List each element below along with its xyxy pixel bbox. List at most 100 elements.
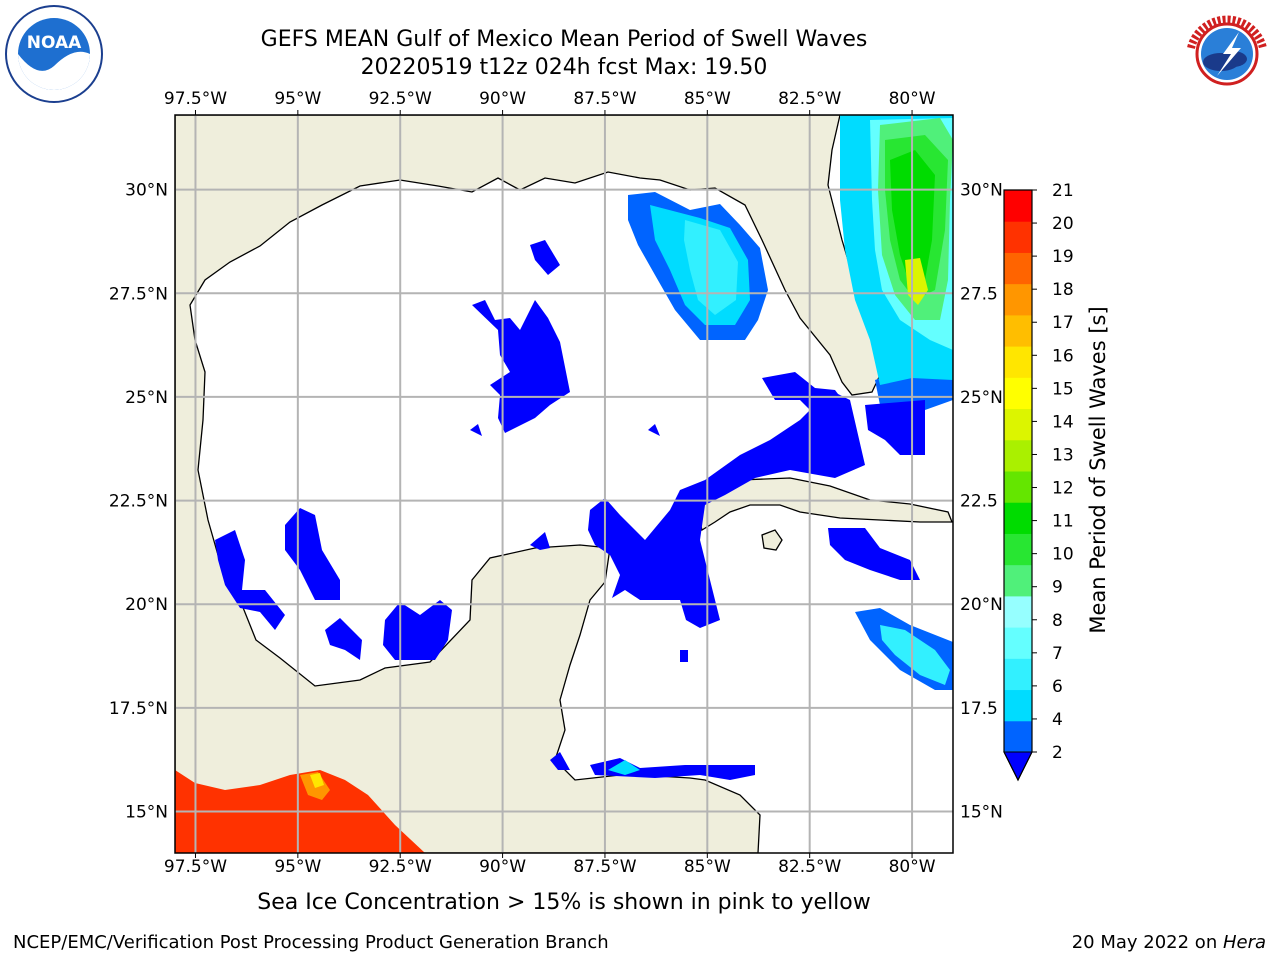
colorbar-tick-label: 9	[1052, 578, 1063, 598]
colorbar-swatch	[1004, 627, 1032, 659]
lon-label-bottom: 87.5°W	[573, 857, 636, 877]
colorbar-tick-label: 10	[1052, 545, 1074, 565]
land-cuba	[697, 477, 953, 532]
colorbar-swatch	[1004, 658, 1032, 691]
colorbar-tick-label: 6	[1052, 677, 1063, 697]
colorbar-swatch	[1004, 533, 1032, 566]
lat-label-left: 17.5°N	[109, 699, 168, 719]
lon-label-top: 92.5°W	[369, 89, 432, 109]
lat-label-right: 25°N	[960, 388, 1003, 408]
lon-label-top: 80°W	[889, 89, 936, 109]
colorbar-tick-label: 21	[1052, 181, 1074, 201]
colorbar-tick-label: 20	[1052, 214, 1074, 234]
lat-label-left: 22.5°N	[109, 492, 168, 512]
lat-label-right: 17.5	[960, 699, 998, 719]
axis-labels: 97.5°W 97.5°W 95°W 95°W 92.5°W 92.5°W 90°W 90°W…	[109, 89, 1003, 877]
lat-label-right: 27.5	[960, 284, 998, 304]
colorbar-swatch	[1004, 595, 1032, 628]
colorbar-under-triangle	[1003, 751, 1033, 782]
lon-label-top: 87.5°W	[573, 89, 636, 109]
lon-label-bottom: 80°W	[889, 857, 936, 877]
lon-label-bottom: 90°W	[479, 857, 526, 877]
graticule	[175, 115, 953, 853]
sea-ice-note: Sea Ice Concentration > 15% is shown in …	[257, 890, 871, 915]
lon-label-bottom: 95°W	[274, 857, 321, 877]
svg-text:NOAA: NOAA	[27, 33, 82, 53]
lon-label-top: 82.5°W	[778, 89, 841, 109]
colorbar-swatch	[1004, 283, 1032, 316]
colorbar-outline	[1003, 189, 1033, 782]
colorbar-tick-label: 18	[1052, 280, 1074, 300]
map-frame	[174, 114, 954, 854]
noaa-logo: NOAA	[5, 5, 103, 103]
lon-label-top: 85°W	[684, 89, 731, 109]
machine-name: Hera	[1222, 932, 1266, 953]
colorbar-swatch	[1004, 564, 1032, 597]
colorbar-tick-label: 7	[1052, 644, 1063, 664]
colorbar-swatch	[1004, 190, 1032, 222]
nws-logo	[1179, 6, 1275, 102]
lon-label-bottom: 82.5°W	[778, 857, 841, 877]
colorbar-tick-label: 19	[1052, 247, 1074, 267]
swell-small-1	[470, 424, 482, 436]
colorbar-swatch	[1004, 221, 1032, 253]
lat-label-right: 20°N	[960, 595, 1003, 615]
colorbar-swatch	[1004, 689, 1032, 722]
swell-honduras	[590, 758, 755, 780]
lon-label-top: 97.5°W	[164, 89, 227, 109]
lon-label-bottom: 97.5°W	[164, 857, 227, 877]
colorbar-label: Mean Period of Swell Waves [s]	[1086, 306, 1110, 633]
colorbar-swatch	[1004, 377, 1032, 410]
swell-pacific-yellow	[310, 773, 324, 788]
colorbar-tick-label: 15	[1052, 379, 1074, 399]
colorbar-swatch	[1004, 252, 1032, 285]
swell-gulf-patch-5	[325, 618, 362, 660]
map-subtitle: 20220519 t12z 024h fcst Max: 19.50	[360, 55, 768, 80]
lat-label-right: 30°N	[960, 181, 1003, 201]
swell-cuba-south	[828, 528, 920, 580]
swell-band-6to7	[684, 220, 738, 315]
swell-fl-straits	[762, 372, 850, 425]
swell-small-5	[550, 752, 570, 770]
colorbar-tick-label: 14	[1052, 412, 1074, 432]
map-title: GEFS MEAN Gulf of Mexico Mean Period of …	[260, 27, 868, 52]
swell-honduras-cyan	[608, 760, 640, 775]
swell-gulf-patch-1	[472, 300, 570, 433]
colorbar-tick-label: 11	[1052, 512, 1074, 532]
swell-small-3	[530, 532, 550, 550]
date-stamp: 20 May 2022 on Hera	[1072, 932, 1266, 953]
land-isle-of-youth	[761, 529, 783, 551]
lat-label-left: 20°N	[125, 595, 168, 615]
colorbar-tick-label: 13	[1052, 445, 1074, 465]
colorbar-tick-label: 4	[1052, 710, 1063, 730]
colorbar-tick-label: 2	[1052, 743, 1063, 763]
lat-label-left: 25°N	[125, 388, 168, 408]
date-text: 20 May 2022 on	[1071, 932, 1223, 953]
lat-label-left: 30°N	[125, 181, 168, 201]
colorbar-swatch	[1004, 314, 1032, 347]
colorbar-swatch	[1004, 346, 1032, 378]
lon-label-bottom: 92.5°W	[369, 857, 432, 877]
colorbar-swatch	[1004, 471, 1032, 503]
lon-label-bottom: 85°W	[684, 857, 731, 877]
colorbar-swatch	[1004, 439, 1032, 472]
lat-label-left: 15°N	[125, 803, 168, 823]
colorbar-tick-label: 8	[1052, 611, 1063, 631]
credit-text: NCEP/EMC/Verification Post Processing Pr…	[13, 932, 609, 953]
colorbar-swatch	[1004, 720, 1032, 753]
lat-label-left: 27.5°N	[109, 284, 168, 304]
swell-yucatan-channel	[588, 390, 865, 628]
lon-label-top: 90°W	[479, 89, 526, 109]
swell-small-2	[648, 424, 660, 436]
colorbar-tick-label: 12	[1052, 479, 1074, 499]
lat-label-right: 22.5	[960, 492, 998, 512]
lat-label-right: 15°N	[960, 803, 1003, 823]
swell-caribbean-cyan	[880, 625, 950, 685]
colorbar-tick-label: 17	[1052, 313, 1074, 333]
colorbar-swatch	[1004, 408, 1032, 441]
swell-gulf-patch-2	[530, 240, 560, 275]
lon-label-top: 95°W	[274, 89, 321, 109]
colorbar-swatch	[1004, 502, 1032, 534]
colorbar: 2 4 6 7 8 9 10 11 12 13 14 15 16 17 18 19 20 21	[1003, 181, 1074, 782]
